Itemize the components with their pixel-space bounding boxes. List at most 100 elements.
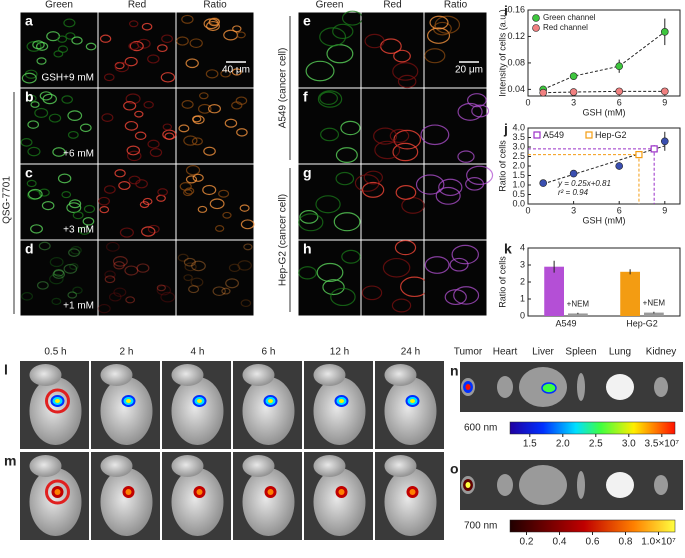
cell xyxy=(361,181,385,198)
cell xyxy=(61,191,72,199)
legend-label: Green channel xyxy=(543,13,596,22)
cell xyxy=(177,253,189,262)
cell xyxy=(128,42,140,51)
cell xyxy=(373,127,398,145)
cell xyxy=(108,292,122,302)
y-tick-label: 2.0 xyxy=(512,160,525,170)
mouse-body xyxy=(313,377,366,445)
mouse-body xyxy=(384,468,437,536)
organ-label: Kidney xyxy=(646,347,677,358)
cell xyxy=(113,261,125,270)
legend-label: Red channel xyxy=(543,23,588,32)
cell xyxy=(225,278,239,289)
data-point xyxy=(615,162,624,170)
cell xyxy=(305,60,335,82)
concentration-label: GSH+9 mM xyxy=(41,73,94,84)
signal-core xyxy=(55,399,60,403)
x-tick-label: 3 xyxy=(571,97,576,107)
mouse-body xyxy=(171,468,224,536)
guide-line xyxy=(528,148,655,204)
cell xyxy=(20,138,33,147)
cell xyxy=(183,274,193,282)
organ xyxy=(519,465,567,505)
cell xyxy=(26,94,37,103)
micrograph xyxy=(424,12,487,88)
y-axis-label: Intensity of cells (a.u.) xyxy=(497,9,507,97)
cell xyxy=(424,256,450,274)
cell xyxy=(26,41,42,52)
panel-letter: k xyxy=(504,241,512,257)
cell xyxy=(364,33,385,49)
bar xyxy=(644,312,664,316)
micrograph xyxy=(361,164,424,240)
signal-core xyxy=(126,399,131,403)
column-header: Green xyxy=(45,0,73,11)
organ xyxy=(606,374,634,400)
colorbar-tick-label: 3.5×10⁷ xyxy=(645,439,680,450)
cell xyxy=(212,286,226,297)
organ-label: Spleen xyxy=(565,347,596,358)
concentration-label: +3 mM xyxy=(63,225,94,236)
cell xyxy=(142,197,153,206)
panel-letter: m xyxy=(4,453,16,469)
cell xyxy=(26,179,37,188)
organ-label: Lung xyxy=(609,347,631,358)
cell xyxy=(199,92,209,100)
y-tick-label: 1 xyxy=(520,293,525,303)
x-tick-label: Hep-G2 xyxy=(626,318,658,328)
cell xyxy=(134,131,147,140)
cell xyxy=(157,188,168,196)
mouse-head xyxy=(242,364,275,386)
cell xyxy=(298,266,317,280)
cell xyxy=(341,249,361,264)
organ xyxy=(577,471,585,499)
colorbar-tick-label: 1.0×10⁷ xyxy=(641,537,676,548)
organ-label: Heart xyxy=(493,347,518,358)
cell xyxy=(27,120,40,129)
panel-letter: e xyxy=(303,13,311,29)
cell xyxy=(72,211,84,220)
micrograph xyxy=(98,240,176,316)
mouse-body xyxy=(384,377,437,445)
organ xyxy=(577,373,585,401)
cell xyxy=(393,129,422,150)
cell xyxy=(30,224,43,234)
time-label: 6 h xyxy=(262,347,276,358)
x-tick-label: 3 xyxy=(571,205,576,215)
cell xyxy=(143,100,154,109)
scale-label: 20 μm xyxy=(455,65,483,76)
cell xyxy=(205,20,220,32)
panel-letter: i xyxy=(504,3,508,19)
panel-letter: d xyxy=(25,241,34,257)
cell-line-label: Hep-G2 (cancer cell) xyxy=(278,194,289,286)
y-tick-label: 3 xyxy=(520,259,525,269)
cell xyxy=(118,181,131,191)
mouse-body xyxy=(242,468,295,536)
micrograph xyxy=(424,88,487,164)
cell xyxy=(435,186,461,205)
cell xyxy=(32,40,45,50)
cell xyxy=(157,44,168,53)
fit-r2: r² = 0.94 xyxy=(558,188,589,197)
mouse-head xyxy=(242,455,275,477)
cell xyxy=(397,74,417,89)
cell xyxy=(317,90,343,108)
cell xyxy=(243,243,253,251)
cell xyxy=(124,120,139,131)
data-point xyxy=(539,88,548,97)
cell xyxy=(424,48,446,64)
data-point xyxy=(660,137,669,146)
cell xyxy=(147,224,160,234)
organ xyxy=(654,475,668,495)
tumor-ring xyxy=(45,388,70,414)
cell xyxy=(57,35,68,43)
cell xyxy=(103,73,115,82)
cell xyxy=(319,91,338,105)
cell xyxy=(189,38,203,49)
y-tick-label: 0.16 xyxy=(507,4,525,14)
cell xyxy=(205,69,219,79)
organ xyxy=(654,377,668,397)
micrograph xyxy=(361,12,424,88)
cell xyxy=(52,269,66,279)
